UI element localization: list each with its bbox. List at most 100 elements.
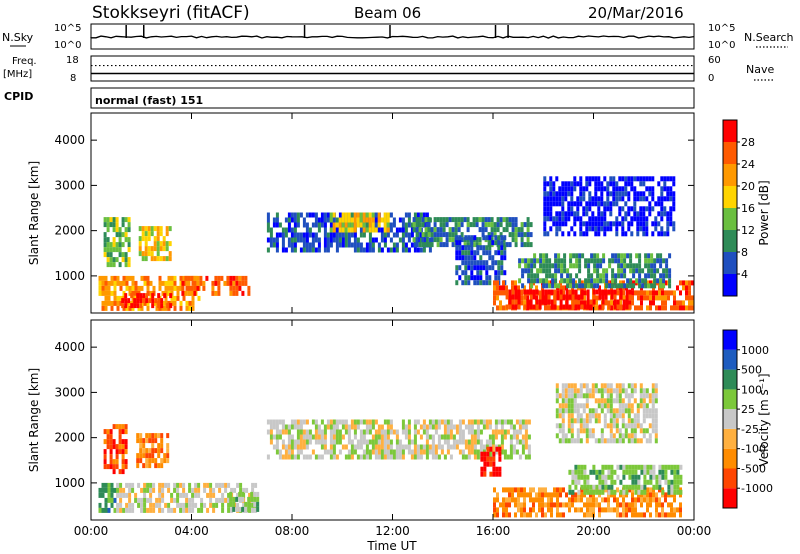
- heatmap-cell: [524, 444, 528, 450]
- heatmap-cell: [589, 304, 593, 310]
- heatmap-cell: [654, 388, 658, 394]
- heatmap-cell: [341, 217, 345, 223]
- heatmap-cell: [113, 290, 117, 296]
- heatmap-cell: [125, 280, 129, 286]
- heatmap-cell: [585, 221, 589, 227]
- heatmap-cell: [427, 227, 431, 233]
- heatmap-cell: [526, 492, 529, 498]
- heatmap-cell: [628, 487, 631, 493]
- cpid-text: normal (fast) 151: [95, 94, 203, 107]
- heatmap-cell: [467, 265, 471, 271]
- heatmap-cell: [430, 237, 434, 243]
- heatmap-cell: [591, 383, 595, 389]
- heatmap-cell: [398, 217, 402, 223]
- heatmap-cell: [659, 253, 663, 259]
- heatmap-cell: [582, 221, 586, 227]
- heatmap-cell: [443, 419, 447, 425]
- heatmap-cell: [149, 487, 153, 493]
- heatmap-cell: [588, 413, 592, 419]
- heatmap-cell: [158, 275, 162, 281]
- heatmap-cell: [554, 253, 558, 259]
- heatmap-cell: [499, 222, 503, 228]
- heatmap-cell: [109, 454, 113, 460]
- heatmap-cell: [143, 502, 147, 508]
- heatmap-cell: [419, 212, 423, 218]
- heatmap-cell: [485, 235, 489, 241]
- heatmap-cell: [630, 221, 634, 227]
- heatmap-cell: [673, 489, 677, 495]
- heatmap-cell: [425, 222, 429, 228]
- heatmap-cell: [121, 298, 125, 304]
- heatmap-cell: [597, 196, 601, 202]
- heatmap-cell: [247, 506, 251, 512]
- heatmap-cell: [386, 419, 390, 425]
- heatmap-cell: [505, 502, 508, 508]
- heatmap-cell: [633, 196, 637, 202]
- heatmap-cell: [176, 497, 180, 503]
- heatmap-cell: [479, 439, 483, 445]
- heatmap-cell: [627, 191, 631, 197]
- heatmap-cell: [115, 227, 119, 233]
- heatmap-cell: [688, 295, 691, 301]
- heatmap-cell: [538, 502, 541, 508]
- heatmap-cell: [523, 512, 526, 518]
- heatmap-cell: [619, 304, 623, 310]
- heatmap-cell: [128, 275, 132, 281]
- heatmap-cell: [588, 408, 592, 414]
- heatmap-cell: [217, 290, 221, 296]
- heatmap-cell: [115, 444, 119, 450]
- heatmap-cell: [314, 419, 318, 425]
- heatmap-cell: [473, 235, 477, 241]
- heatmap-cell: [413, 419, 417, 425]
- heatmap-cell: [573, 438, 577, 444]
- heatmap-cell: [565, 294, 569, 300]
- heatmap-cell: [299, 434, 303, 440]
- heatmap-cell: [194, 487, 198, 493]
- heatmap-cell: [128, 487, 132, 493]
- heatmap-cell: [664, 512, 667, 518]
- heatmap-cell: [511, 304, 515, 310]
- heatmap-cell: [495, 446, 499, 452]
- heatmap-cell: [659, 273, 663, 279]
- heatmap-cell: [470, 439, 474, 445]
- heatmap-cell: [574, 294, 578, 300]
- heatmap-cell: [335, 439, 339, 445]
- heatmap-cell: [196, 275, 200, 281]
- heatmap-cell: [251, 502, 255, 508]
- heatmap-cell: [158, 502, 162, 508]
- heatmap-cell: [374, 454, 378, 460]
- heatmap-cell: [592, 289, 596, 295]
- heatmap-cell: [573, 398, 577, 404]
- heatmap-cell: [630, 393, 634, 399]
- heatmap-cell: [561, 191, 565, 197]
- heatmap-cell: [122, 487, 126, 493]
- heatmap-cell: [482, 424, 486, 430]
- heatmap-cell: [619, 512, 622, 518]
- heatmap-cell: [173, 507, 177, 513]
- heatmap-cell: [131, 482, 135, 488]
- heatmap-cell: [564, 191, 568, 197]
- heatmap-cell: [615, 226, 619, 232]
- heatmap-cell: [612, 423, 616, 429]
- heatmap-cell: [523, 304, 527, 310]
- heatmap-cell: [460, 232, 464, 238]
- heatmap-cell: [506, 429, 510, 435]
- heatmap-cell: [592, 299, 596, 305]
- heatmap-cell: [191, 300, 195, 306]
- heatmap-cell: [503, 449, 507, 455]
- heatmap-cell: [656, 268, 660, 274]
- heatmap-cell: [466, 227, 470, 233]
- heatmap-cell: [652, 290, 655, 296]
- heatmap-cell: [603, 186, 607, 192]
- heatmap-cell: [648, 408, 652, 414]
- heatmap-cell: [526, 232, 530, 238]
- heatmap-cell: [484, 217, 488, 223]
- heatmap-cell: [520, 507, 523, 513]
- heatmap-cell: [119, 285, 123, 291]
- heatmap-cell: [553, 294, 557, 300]
- heatmap-cell: [567, 393, 571, 399]
- heatmap-cell: [529, 294, 533, 300]
- heatmap-cell: [628, 484, 632, 490]
- heatmap-cell: [473, 419, 477, 425]
